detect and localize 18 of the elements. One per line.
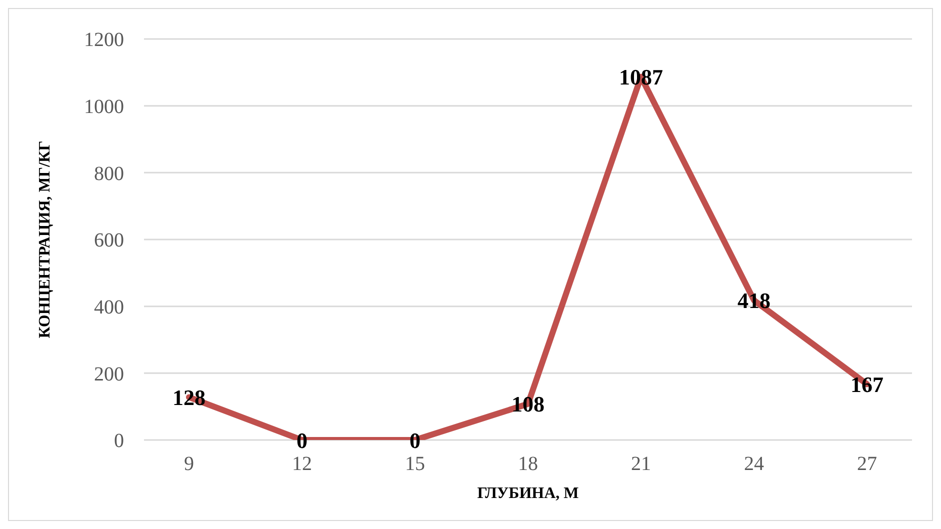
y-tick-label: 1000 [84, 96, 124, 118]
y-axis-title: КОНЦЕНТРАЦИЯ, МГ/КГ [36, 140, 54, 338]
y-tick-label: 600 [94, 230, 124, 252]
y-tick-label: 800 [94, 162, 124, 185]
y-tick-label: 200 [94, 363, 124, 386]
y-tick-label: 400 [94, 296, 124, 318]
x-axis-title: ГЛУБИНА, М [477, 485, 579, 502]
x-tick-label: 27 [857, 453, 877, 476]
y-tick-label: 1200 [84, 29, 124, 52]
x-tick-label: 15 [405, 453, 425, 476]
data-label: 167 [850, 372, 884, 398]
x-tick-label: 12 [292, 453, 312, 476]
y-tick-label: 0 [114, 430, 124, 452]
data-label: 1087 [619, 64, 663, 90]
x-tick-label: 9 [184, 453, 194, 476]
x-tick-label: 21 [631, 453, 651, 476]
x-tick-label: 24 [744, 453, 764, 476]
x-tick-label: 18 [518, 453, 538, 476]
